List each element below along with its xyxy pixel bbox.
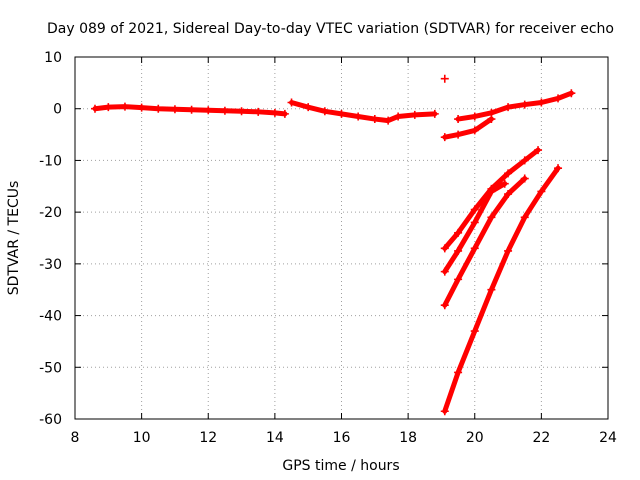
data-point (520, 156, 529, 165)
y-tick-label: -50 (39, 360, 62, 376)
series-streak-c (440, 174, 529, 310)
data-point (104, 103, 113, 112)
data-point (554, 94, 563, 103)
x-tick-label: 10 (133, 430, 151, 446)
data-point (537, 98, 546, 107)
x-tick-label: 12 (199, 430, 217, 446)
data-point (154, 104, 163, 113)
data-point (440, 267, 449, 276)
data-point (440, 74, 449, 83)
data-point (504, 190, 513, 199)
data-point (487, 285, 496, 294)
series-streak-d (440, 164, 563, 416)
x-tick-label: 8 (71, 430, 80, 446)
y-tick-label: -60 (39, 412, 62, 428)
x-tick-label: 14 (266, 430, 284, 446)
data-point (394, 112, 403, 121)
data-point (454, 368, 463, 377)
data-point (487, 187, 496, 196)
data-point (120, 102, 129, 111)
data-point (270, 108, 279, 117)
series-streak-a (440, 146, 543, 253)
data-point (454, 228, 463, 237)
y-tick-label: -30 (39, 257, 62, 273)
data-point (487, 213, 496, 222)
data-point (504, 103, 513, 112)
data-point (470, 112, 479, 121)
series-band (289, 100, 438, 124)
data-point (187, 105, 196, 114)
data-point (320, 107, 329, 116)
data-point (500, 179, 509, 188)
data-point (454, 130, 463, 139)
data-point (170, 105, 179, 114)
data-point (220, 106, 229, 115)
data-point (537, 187, 546, 196)
data-point (470, 126, 479, 135)
data-point (520, 213, 529, 222)
data-point (454, 275, 463, 284)
series-evening-upper (454, 89, 576, 124)
data-point (304, 103, 313, 112)
data-point (487, 115, 496, 124)
data-point (470, 205, 479, 214)
data-point (520, 100, 529, 109)
series-band (442, 165, 561, 414)
data-point (454, 115, 463, 124)
series-outlier (440, 74, 449, 83)
data-point (237, 107, 246, 116)
data-point (287, 98, 296, 107)
y-tick-label: -40 (39, 309, 62, 325)
data-point (440, 133, 449, 142)
data-point (470, 327, 479, 336)
x-tick-label: 18 (399, 430, 417, 446)
y-tick-label: 10 (44, 50, 62, 66)
data-point (337, 109, 346, 118)
data-point (440, 244, 449, 253)
data-point (534, 146, 543, 155)
data-point (410, 110, 419, 119)
data-point (470, 218, 479, 227)
x-axis: 8 10 12 14 16 18 20 22 24 (71, 57, 617, 446)
data-point (454, 246, 463, 255)
series-streak-b (440, 179, 509, 276)
y-tick-label: -10 (39, 153, 62, 169)
series-band-14-19 (287, 98, 439, 125)
y-tick-label: -20 (39, 205, 62, 221)
data-point (354, 112, 363, 121)
data-point (520, 174, 529, 183)
series-main-band (90, 102, 289, 118)
data-points (90, 74, 576, 416)
chart-title: Day 089 of 2021, Sidereal Day-to-day VTE… (47, 21, 614, 37)
data-point (430, 109, 439, 118)
data-point (440, 301, 449, 310)
data-point (470, 244, 479, 253)
data-point (440, 407, 449, 416)
x-tick-label: 24 (599, 430, 617, 446)
y-tick-label: 0 (53, 102, 62, 118)
series-band (442, 181, 508, 275)
x-tick-label: 16 (333, 430, 351, 446)
data-point (504, 169, 513, 178)
data-point (384, 116, 393, 125)
y-axis: 10 0 -10 -20 -30 -40 -50 -60 (39, 50, 608, 428)
data-point (554, 164, 563, 173)
data-point (504, 246, 513, 255)
series-band (442, 116, 494, 140)
data-point (280, 109, 289, 118)
y-axis-title: SDTVAR / TECUs (6, 181, 22, 296)
series-band (442, 176, 528, 308)
data-point (370, 115, 379, 124)
x-tick-label: 22 (532, 430, 550, 446)
data-point (567, 89, 576, 98)
data-point (204, 106, 213, 115)
series-evening-lower (440, 115, 496, 142)
data-point (90, 104, 99, 113)
x-tick-label: 20 (466, 430, 484, 446)
x-axis-title: GPS time / hours (282, 458, 399, 474)
data-point (137, 103, 146, 112)
data-point (254, 107, 263, 116)
